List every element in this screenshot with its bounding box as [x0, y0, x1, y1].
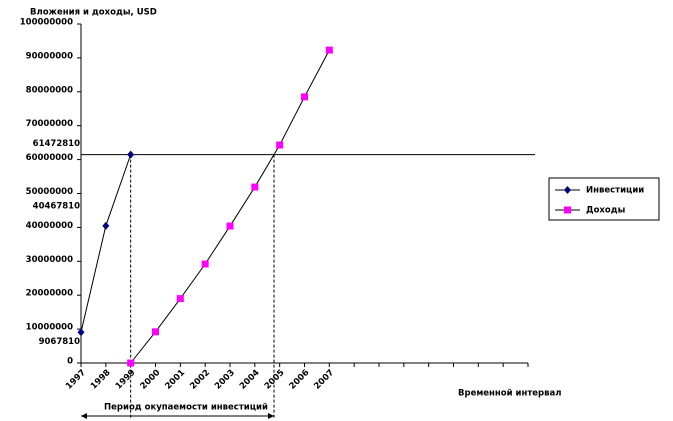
payback-label: Период окупаемости инвестиций — [104, 403, 268, 413]
y-tick-label: 20000000 — [26, 289, 73, 299]
y-tick-label: 0 — [67, 357, 73, 367]
data-label: 9067810 — [39, 337, 80, 347]
point — [301, 93, 308, 101]
point — [176, 295, 184, 303]
point — [325, 46, 333, 54]
legend-label: Доходы — [586, 206, 625, 216]
point — [251, 183, 259, 191]
x-axis-title: Временной интервал — [458, 389, 562, 399]
legend-label: Инвестиции — [586, 186, 644, 196]
x-tick-label: 2004 — [238, 368, 262, 392]
point — [152, 328, 159, 336]
point — [127, 150, 135, 159]
x-tick-label: 1997 — [64, 368, 88, 392]
data-label: 61472810 — [33, 139, 80, 149]
y-tick-label: 100000000 — [20, 18, 73, 28]
x-tick-label: 1999 — [114, 368, 138, 392]
x-tick-label: 2006 — [288, 368, 312, 392]
point — [77, 328, 85, 337]
y-tick-label: 10000000 — [26, 323, 73, 333]
y-tick-label: 40000000 — [26, 221, 73, 231]
y-tick-label: 90000000 — [26, 51, 73, 61]
point — [102, 221, 110, 230]
x-tick-label: 1998 — [89, 368, 113, 392]
x-tick-label: 2002 — [188, 368, 212, 392]
series-line — [80, 154, 132, 333]
y-tick-label: 70000000 — [26, 119, 73, 129]
x-tick-label: 2000 — [139, 368, 163, 392]
series-line — [130, 49, 330, 364]
point — [276, 141, 284, 149]
x-tick-label: 2001 — [163, 368, 187, 392]
y-axis-title: Вложения и доходы, USD — [30, 8, 157, 18]
y-tick-label: 80000000 — [26, 85, 73, 95]
point — [201, 260, 209, 268]
point — [226, 222, 234, 230]
y-tick-label: 30000000 — [26, 255, 73, 265]
point — [127, 359, 135, 367]
legend-marker — [564, 206, 571, 214]
data-label: 40467810 — [33, 201, 80, 211]
y-tick-label: 60000000 — [26, 153, 73, 163]
legend-marker — [564, 186, 571, 194]
x-tick-label: 2007 — [312, 368, 336, 392]
x-tick-label: 2003 — [213, 368, 237, 392]
y-tick-label: 50000000 — [26, 187, 73, 197]
x-tick-label: 2005 — [263, 368, 287, 392]
